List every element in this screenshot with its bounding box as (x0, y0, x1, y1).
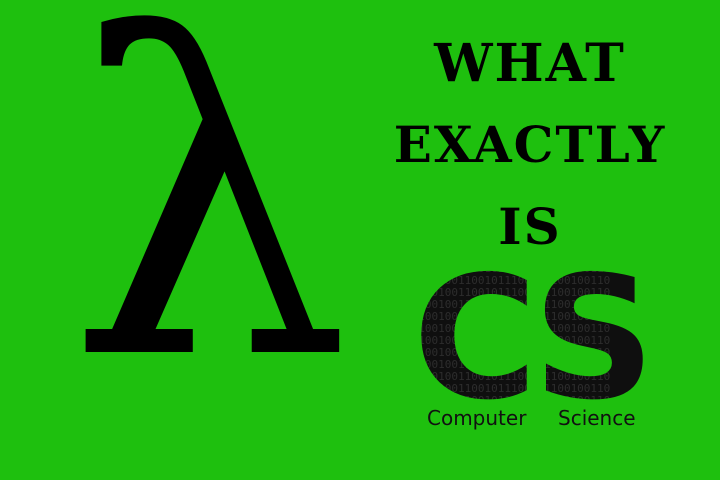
caption-science: Science (558, 406, 636, 430)
caption-computer: Computer (427, 406, 527, 430)
headline-line-2: EXACTLY (393, 115, 667, 174)
headline-line-1: WHAT (434, 33, 626, 94)
cs-logo: 0110010011001011100101100100110 CS (405, 262, 655, 442)
lambda-symbol: λ (67, 0, 352, 456)
cs-letters (405, 262, 655, 442)
headline-line-3: IS (498, 197, 562, 256)
headline: WHAT EXACTLY IS (340, 28, 720, 252)
